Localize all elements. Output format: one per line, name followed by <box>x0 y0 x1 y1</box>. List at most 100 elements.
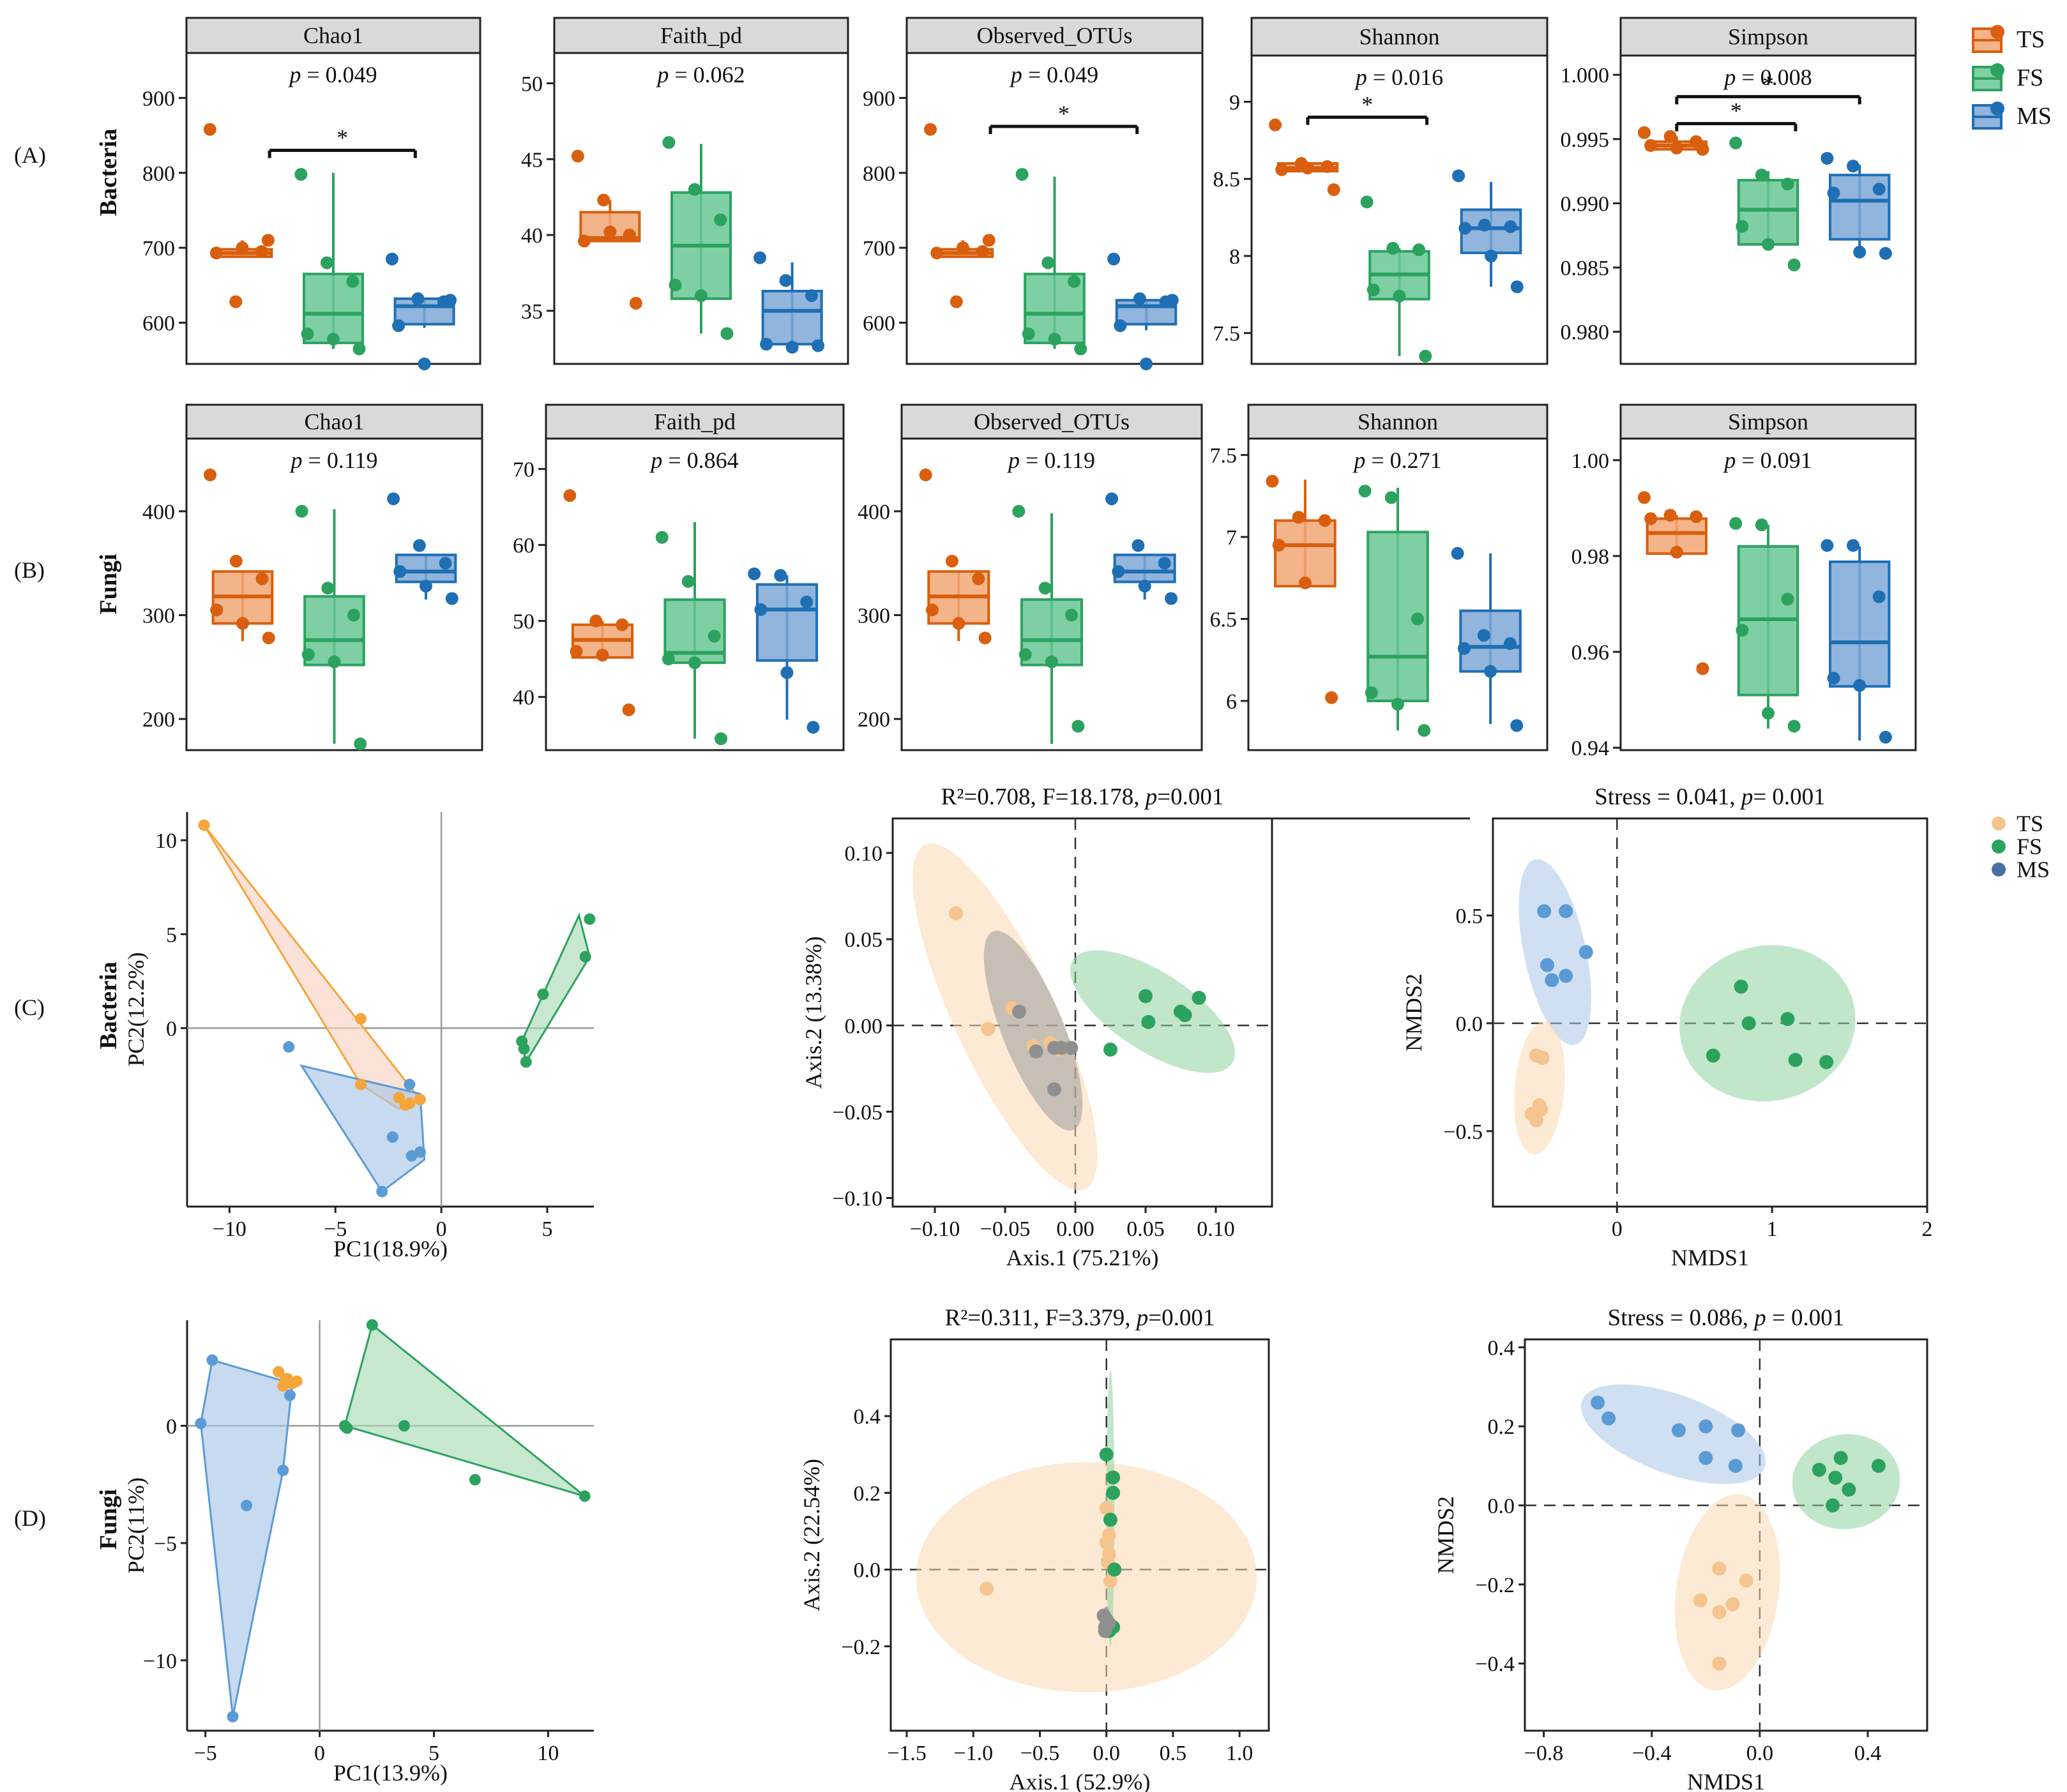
point-TS <box>1670 141 1683 154</box>
point-MS <box>774 569 787 582</box>
box-legend: TS FS MS <box>1972 25 2052 130</box>
point-FS <box>1107 1562 1122 1577</box>
point-TS <box>945 554 958 568</box>
point-TS <box>1529 1113 1543 1127</box>
y-tick-label: 0.96 <box>1571 641 1610 665</box>
point-FS <box>354 737 367 751</box>
y-tick-label: 0.0 <box>1456 1013 1483 1036</box>
point-TS <box>277 1380 289 1392</box>
y-tick-label: 9 <box>1229 91 1240 114</box>
y-axis-label: Axis.2 (13.38%) <box>801 937 826 1089</box>
point-FS <box>1393 289 1406 303</box>
point-TS <box>229 295 243 308</box>
facet-strip <box>905 17 1204 54</box>
point-MS <box>1827 672 1840 685</box>
point-FS <box>1762 707 1775 720</box>
point-MS <box>1452 169 1465 183</box>
point-FS <box>1787 259 1801 272</box>
point-TS <box>203 123 216 136</box>
point-TS <box>255 245 268 258</box>
point-FS <box>1755 518 1768 532</box>
ellipse-MS <box>983 930 1083 1131</box>
row-label-d: Fungi <box>95 1489 122 1549</box>
point-legend-ms-dot <box>1992 862 2006 877</box>
point-FS <box>1729 136 1743 149</box>
point-MS <box>1821 152 1834 165</box>
point-TS <box>1099 1535 1114 1550</box>
point-MS <box>1728 1459 1743 1473</box>
p-value: p = 0.049 <box>1009 62 1098 87</box>
point-MS <box>1699 1419 1713 1434</box>
point-MS <box>444 294 457 307</box>
y-tick-label: 700 <box>863 237 895 260</box>
point-TS <box>1644 512 1658 525</box>
y-tick-label: 0.990 <box>1561 192 1610 216</box>
x-tick-label: −0.5 <box>1020 1742 1060 1765</box>
point-TS <box>925 603 939 617</box>
point-FS <box>294 168 308 181</box>
point-TS <box>355 1078 367 1090</box>
point-MS <box>1537 904 1552 919</box>
point-FS <box>1139 989 1153 1004</box>
y-axis-label: PC2(11%) <box>123 1477 149 1574</box>
x-tick-label: 0.0 <box>1093 1742 1120 1765</box>
plot-frame <box>185 52 481 365</box>
point-MS <box>1510 280 1524 294</box>
point-legend-fs-label: FS <box>2017 834 2042 859</box>
point-legend-ts-dot <box>1992 817 2006 831</box>
point-MS <box>414 1146 426 1158</box>
point-TS <box>1693 1593 1707 1608</box>
point-TS <box>1696 662 1709 675</box>
point-FS <box>1842 1482 1856 1497</box>
point-MS <box>1029 1044 1043 1058</box>
point-FS <box>1367 283 1380 297</box>
point-MS <box>1879 246 1892 260</box>
point-MS <box>413 539 426 552</box>
scatter-C-pcoa: −0.10 −0.05 0.00 0.05 0.10 −0.10 −0.05 0.00 0.05… <box>801 784 1470 1270</box>
point-MS <box>1012 1004 1026 1019</box>
x-axis-label: Axis.1 (75.21%) <box>1006 1245 1159 1270</box>
point-FS <box>720 327 734 340</box>
point-MS <box>748 567 761 580</box>
point-FS <box>1018 648 1032 661</box>
point-TS <box>1099 1501 1114 1516</box>
y-tick-label: 60 <box>513 534 534 558</box>
point-TS <box>262 631 275 645</box>
point-FS <box>1819 1055 1834 1069</box>
point-TS <box>1272 538 1285 552</box>
facet-strip <box>1247 403 1548 440</box>
panel-label-a: (A) <box>14 142 46 168</box>
point-FS <box>1106 1470 1121 1485</box>
point-MS <box>1098 1623 1112 1638</box>
p-value: p = 0.062 <box>655 62 745 87</box>
y-tick-label: 0.2 <box>1488 1415 1515 1439</box>
x-tick-label: −1.5 <box>887 1742 927 1765</box>
point-FS <box>1041 256 1055 269</box>
point-MS <box>1158 557 1171 570</box>
point-TS <box>1275 163 1289 176</box>
point-FS <box>681 575 695 588</box>
y-tick-label: 700 <box>142 237 175 260</box>
box-MS <box>1829 560 1891 688</box>
point-TS <box>1292 511 1305 524</box>
point-FS <box>1099 1447 1114 1462</box>
plot-frame <box>1619 437 1917 751</box>
point-MS <box>1559 968 1573 983</box>
point-TS <box>1269 118 1282 132</box>
point-FS <box>1106 1486 1121 1500</box>
y-tick-label: 200 <box>142 708 175 732</box>
plot-frame <box>1250 54 1548 365</box>
point-MS <box>420 579 433 592</box>
y-tick-label: −0.2 <box>1475 1574 1515 1597</box>
point-FS <box>1103 1512 1117 1527</box>
point-FS <box>1386 241 1400 255</box>
point-FS <box>1038 582 1052 595</box>
point-TS <box>1712 1562 1727 1576</box>
x-tick-label: −0.8 <box>1524 1742 1564 1765</box>
y-tick-label: 300 <box>142 605 175 628</box>
point-TS <box>255 572 269 585</box>
point-FS <box>1741 1016 1756 1030</box>
y-tick-label: −0.5 <box>1443 1120 1483 1144</box>
x-tick-label: 0.00 <box>1056 1217 1094 1241</box>
